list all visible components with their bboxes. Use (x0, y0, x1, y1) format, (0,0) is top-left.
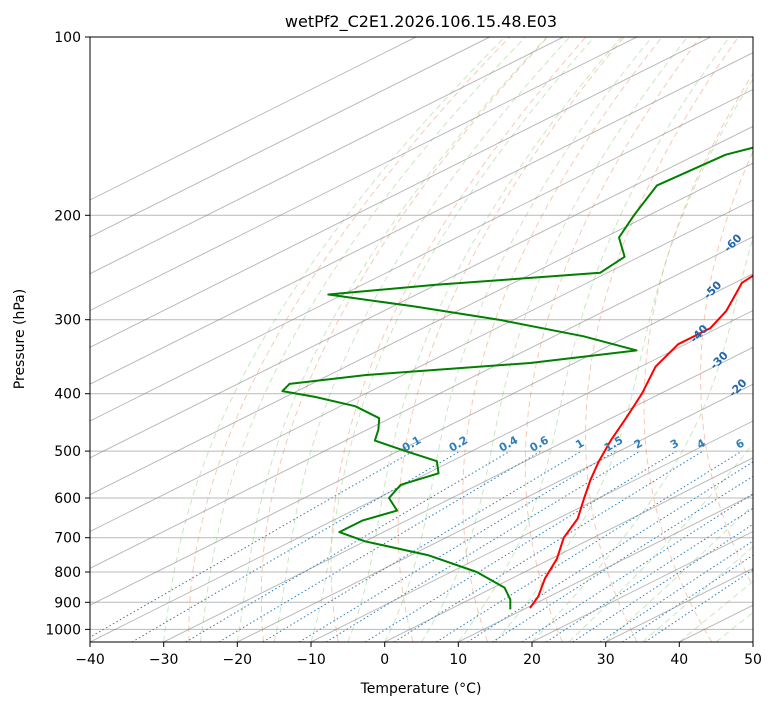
x-tick-label: −10 (296, 652, 326, 668)
x-tick-label: −30 (149, 652, 179, 668)
x-axis-label: Temperature (°C) (360, 681, 482, 697)
x-tick-label: 40 (670, 652, 688, 668)
y-tick-label: 900 (54, 595, 81, 611)
y-tick-label: 500 (54, 444, 81, 460)
y-tick-label: 700 (54, 531, 81, 547)
x-tick-label: 20 (523, 652, 541, 668)
y-tick-label: 800 (54, 565, 81, 581)
y-tick-label: 300 (54, 313, 81, 329)
y-axis-label: Pressure (hPa) (12, 289, 28, 389)
chart-title: wetPf2_C2E1.2026.106.15.48.E03 (285, 12, 557, 32)
x-tick-label: 0 (380, 652, 389, 668)
x-tick-label: 50 (744, 652, 762, 668)
x-tick-label: 30 (597, 652, 615, 668)
x-tick-label: −20 (223, 652, 253, 668)
y-tick-label: 600 (54, 491, 81, 507)
y-tick-label: 200 (54, 208, 81, 224)
x-tick-label: −40 (75, 652, 105, 668)
y-tick-label: 1000 (45, 622, 81, 638)
x-tick-label: 10 (449, 652, 467, 668)
y-tick-label: 400 (54, 387, 81, 403)
y-tick-label: 100 (54, 30, 81, 46)
